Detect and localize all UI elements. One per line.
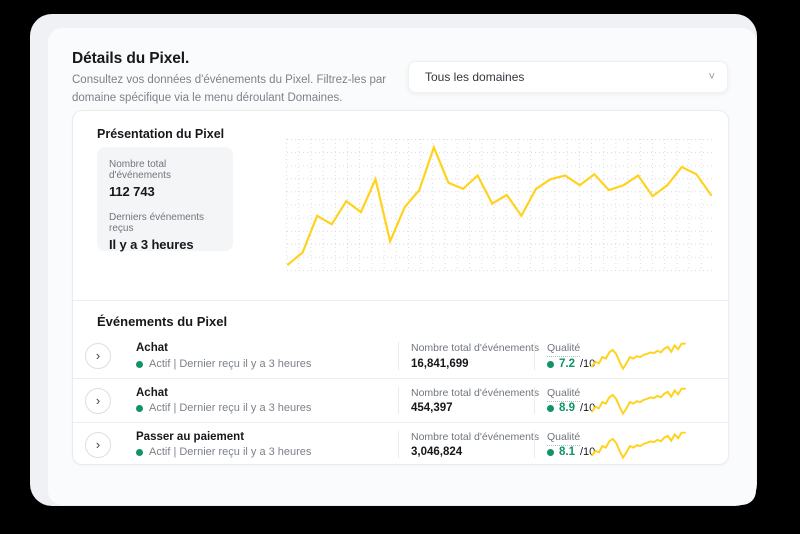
chevron-right-icon[interactable]: › — [85, 343, 111, 369]
stat-last-received-label: Derniers événements reçus — [109, 212, 205, 234]
quality-label[interactable]: Qualité — [547, 387, 581, 402]
events-title: Événements du Pixel — [97, 314, 228, 329]
events-line-chart — [286, 137, 713, 271]
event-status-text: Actif | Dernier reçu il y a 3 heures — [149, 446, 312, 458]
presentation-title: Présentation du Pixel — [97, 127, 225, 141]
event-status: Actif | Dernier reçu il y a 3 heures — [136, 402, 311, 414]
quality-value: 8.1/10 — [547, 446, 595, 458]
chevron-right-icon[interactable]: › — [85, 431, 111, 458]
screenshot-window: Détails du Pixel. Consultez vos données … — [30, 14, 757, 506]
event-status-text: Actif | Dernier reçu il y a 3 heures — [149, 358, 312, 370]
quality-sparkline-svg — [591, 387, 686, 416]
event-status: Actif | Dernier reçu il y a 3 heures — [136, 446, 311, 458]
column-divider — [534, 431, 535, 458]
domain-dropdown-value: Tous les domaines — [425, 70, 525, 84]
quality-dot — [547, 360, 554, 368]
quality-sparkline — [591, 338, 686, 374]
stat-last-received-value: Il y a 3 heures — [109, 237, 194, 252]
event-row-achat-2[interactable]: › Achat Actif | Dernier reçu il y a 3 he… — [73, 378, 728, 422]
status-active-dot — [136, 448, 143, 456]
quality-label[interactable]: Qualité — [547, 431, 581, 446]
stat-total-events-label: Nombre total d'événements — [109, 159, 171, 181]
total-events-label: Nombre total d'événements — [411, 342, 540, 354]
pixel-details-panel: Détails du Pixel. Consultez vos données … — [48, 28, 756, 505]
total-events-value: 16,841,699 — [411, 358, 469, 370]
quality-score: 7.2 — [559, 358, 575, 370]
event-name: Achat — [136, 342, 168, 354]
event-row-passer-au-paiement[interactable]: › Passer au paiement Actif | Dernier reç… — [73, 422, 728, 466]
event-name: Achat — [136, 387, 168, 399]
stat-last-received: Derniers événements reçus Il y a 3 heure… — [109, 212, 221, 252]
chevron-down-icon: ˅ — [708, 71, 715, 83]
quality-dot — [547, 448, 554, 456]
stat-total-events: Nombre total d'événements 112 743 — [109, 159, 221, 199]
status-active-dot — [136, 360, 143, 368]
column-divider — [398, 431, 399, 458]
stats-box: Nombre total d'événements 112 743 Dernie… — [97, 147, 233, 252]
event-name: Passer au paiement — [136, 431, 245, 443]
total-events-value: 454,397 — [411, 402, 453, 414]
page-title: Détails du Pixel. — [72, 50, 190, 67]
total-events-label: Nombre total d'événements — [411, 387, 540, 399]
column-divider — [534, 387, 535, 414]
quality-value: 8.9/10 — [547, 402, 595, 414]
stat-total-events-value: 112 743 — [109, 184, 155, 199]
status-active-dot — [136, 404, 143, 412]
quality-sparkline-svg — [591, 342, 686, 371]
total-events-label: Nombre total d'événements — [411, 431, 540, 443]
quality-value: 7.2/10 — [547, 358, 595, 370]
quality-dot — [547, 404, 554, 412]
column-divider — [398, 342, 399, 370]
total-events-value: 3,046,824 — [411, 446, 463, 458]
column-divider — [534, 342, 535, 370]
events-line-chart-svg — [286, 139, 713, 271]
event-row-achat-1[interactable]: › Achat Actif | Dernier reçu il y a 3 he… — [73, 334, 728, 378]
column-divider — [398, 387, 399, 414]
quality-score: 8.1 — [559, 446, 575, 458]
domain-dropdown[interactable]: Tous les domaines ˅ — [408, 61, 728, 93]
quality-sparkline — [591, 427, 686, 463]
event-status: Actif | Dernier reçu il y a 3 heures — [136, 358, 311, 370]
quality-sparkline-svg — [591, 431, 686, 460]
page-subtitle: Consultez vos données d'événements du Pi… — [72, 74, 387, 104]
pixel-card: Présentation du Pixel Nombre total d'évé… — [72, 110, 729, 465]
chevron-right-icon[interactable]: › — [85, 387, 111, 414]
quality-label[interactable]: Qualité — [547, 342, 581, 357]
event-rows: › Achat Actif | Dernier reçu il y a 3 he… — [73, 334, 728, 466]
section-divider — [73, 300, 728, 301]
quality-score: 8.9 — [559, 402, 575, 414]
event-status-text: Actif | Dernier reçu il y a 3 heures — [149, 402, 312, 414]
quality-sparkline — [591, 383, 686, 419]
